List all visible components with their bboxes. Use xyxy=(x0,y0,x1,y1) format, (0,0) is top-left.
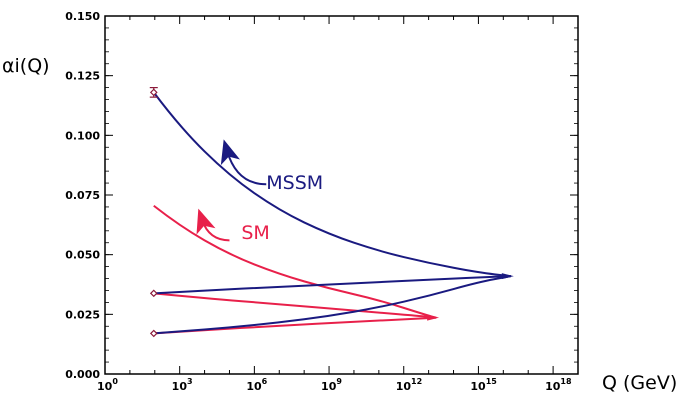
x-tick-label: 109 xyxy=(321,377,342,393)
data-point-marker xyxy=(149,88,158,97)
y-tick-label: 0.000 xyxy=(65,368,100,381)
y-axis-title: αi(Q) xyxy=(2,55,50,77)
mssm-curve-2 xyxy=(153,275,511,295)
plot-frame xyxy=(104,15,579,375)
mssm-end-marker xyxy=(501,273,514,280)
x-tick-label: 1018 xyxy=(545,377,572,393)
y-tick-label: 0.075 xyxy=(65,189,100,202)
x-tick-label: 1015 xyxy=(470,377,497,393)
x-tick-label: 100 xyxy=(97,377,118,393)
data-point-marker xyxy=(149,289,158,298)
tick-labels: 100 103 106 109 1012 1015 1018 0.000 0.025 0.050 0… xyxy=(65,10,572,393)
x-tick-label: 1012 xyxy=(396,377,422,393)
y-tick-label: 0.025 xyxy=(65,308,100,321)
x-tick-label: 106 xyxy=(246,377,267,393)
sm-end-marker xyxy=(427,314,440,321)
sm-label: SM xyxy=(241,222,269,244)
annotations: MSSM SM xyxy=(196,139,323,244)
sm-arrow xyxy=(196,208,230,242)
y-tick-label: 0.050 xyxy=(65,249,100,262)
x-tick-label: 103 xyxy=(172,377,193,393)
axis-ticks xyxy=(104,15,579,375)
mssm-arrow xyxy=(220,139,267,186)
y-tick-label: 0.100 xyxy=(65,129,100,142)
mssm-label: MSSM xyxy=(266,172,323,194)
sm-curve-1 xyxy=(153,204,437,319)
x-axis-title: Q (GeV) xyxy=(602,372,677,394)
series-curves xyxy=(152,91,514,335)
y-tick-label: 0.125 xyxy=(65,70,100,83)
sm-curve-2 xyxy=(153,292,437,319)
data-point-marker xyxy=(149,329,158,338)
data-markers xyxy=(149,86,158,338)
mssm-curve-3 xyxy=(153,275,511,335)
mssm-curve-1 xyxy=(152,91,511,278)
y-tick-label: 0.150 xyxy=(65,10,100,23)
